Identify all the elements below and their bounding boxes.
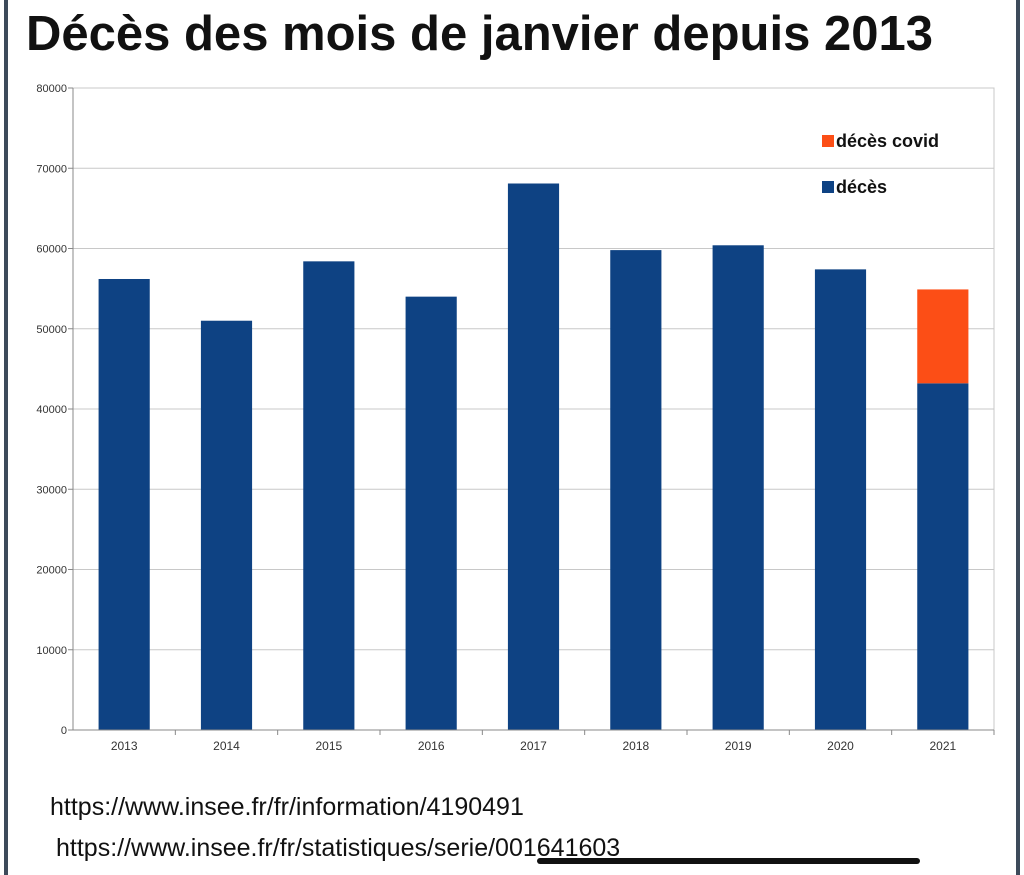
bar-deces	[507, 183, 560, 730]
home-indicator-bar[interactable]	[537, 858, 920, 864]
bar-deces-covid	[917, 289, 969, 384]
bar-chart: 0 10000 20000 30000 40000 50000 60000 70000 8000…	[36, 83, 995, 753]
y-tick-label: 20000	[36, 565, 67, 577]
legend-swatch	[822, 135, 834, 147]
bar-deces	[405, 296, 457, 730]
bar-deces	[610, 250, 662, 731]
x-tick-label: 2019	[725, 739, 752, 753]
x-tick-label: 2016	[418, 739, 445, 753]
bar-deces	[303, 261, 355, 730]
bar-deces	[814, 269, 867, 730]
y-tick-label: 40000	[36, 404, 67, 416]
axes: 0 10000 20000 30000 40000 50000 60000 70000 8000…	[36, 83, 995, 753]
legend-label: décès	[836, 177, 887, 197]
chart-title: Décès des mois de janvier depuis 2013	[26, 7, 933, 61]
y-tick-label: 0	[61, 725, 67, 737]
y-tick-label: 60000	[36, 244, 67, 256]
y-tick-label: 10000	[36, 645, 67, 657]
bar-deces	[917, 383, 969, 730]
bar-deces	[200, 320, 253, 730]
y-tick-label: 70000	[36, 163, 67, 175]
x-tick-label: 2021	[929, 739, 956, 753]
right-border	[1016, 0, 1020, 875]
bars	[98, 183, 969, 731]
x-tick-label: 2017	[520, 739, 547, 753]
x-tick-label: 2018	[622, 739, 649, 753]
left-border	[4, 0, 8, 875]
bar-deces	[712, 245, 764, 731]
source-link-2[interactable]: https://www.insee.fr/fr/statistiques/ser…	[56, 834, 621, 862]
legend: décès covid décès	[822, 131, 939, 197]
x-tick-label: 2014	[213, 739, 240, 753]
bar-deces	[98, 278, 150, 730]
x-tick-label: 2015	[315, 739, 342, 753]
y-tick-label: 30000	[36, 484, 67, 496]
y-tick-label: 50000	[36, 324, 67, 336]
legend-swatch	[822, 181, 834, 193]
y-tick-label: 80000	[36, 83, 67, 95]
chart-page: Décès des mois de janvier depuis 2013 0 1…	[4, 0, 1020, 875]
x-tick-label: 2013	[111, 739, 138, 753]
legend-label: décès covid	[836, 131, 939, 151]
x-tick-label: 2020	[827, 739, 854, 753]
source-link-1[interactable]: https://www.insee.fr/fr/information/4190…	[50, 793, 524, 821]
